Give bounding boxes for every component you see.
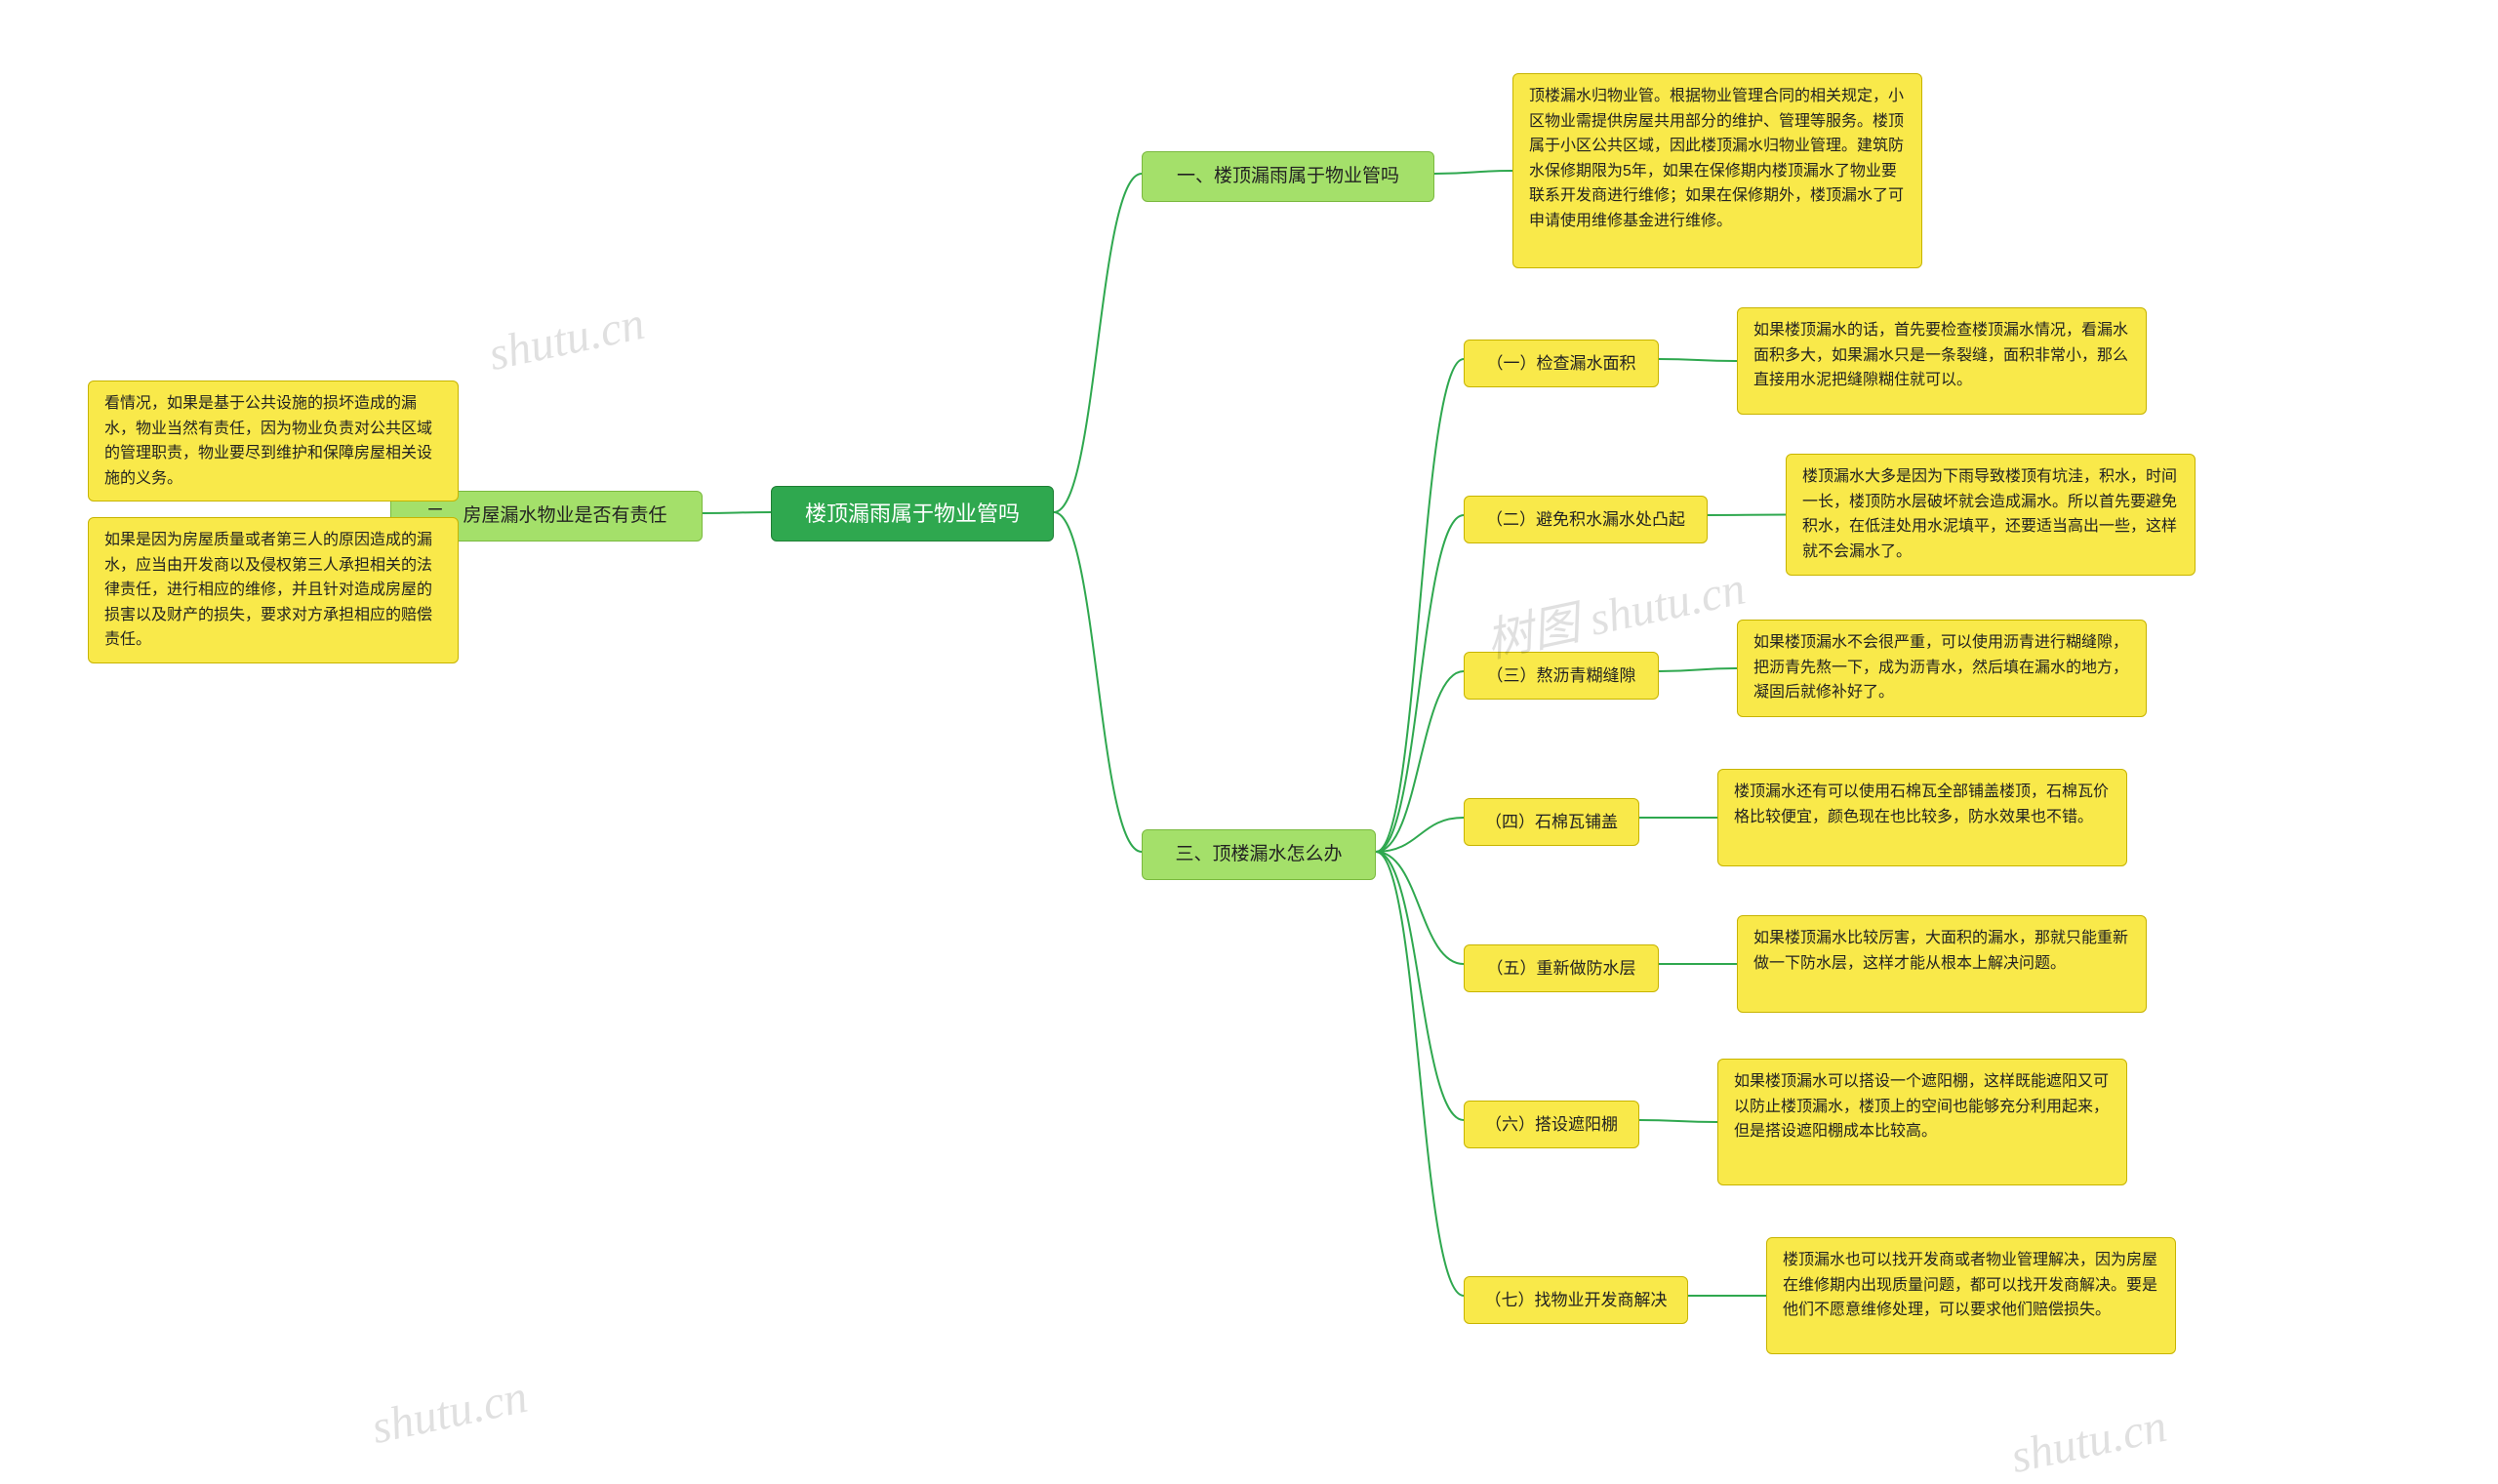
sub-s2[interactable]: （二）避免积水漏水处凸起: [1464, 496, 1708, 543]
root-node[interactable]: 楼顶漏雨属于物业管吗: [771, 486, 1054, 541]
leaf-s7[interactable]: 楼顶漏水也可以找开发商或者物业管理解决，因为房屋在维修期内出现质量问题，都可以找…: [1766, 1237, 2176, 1354]
leaf-s5[interactable]: 如果楼顶漏水比较厉害，大面积的漏水，那就只能重新做一下防水层，这样才能从根本上解…: [1737, 915, 2147, 1013]
watermark-3: shutu.cn: [2006, 1399, 2171, 1484]
leaf-s3[interactable]: 如果楼顶漏水不会很严重，可以使用沥青进行糊缝隙，把沥青先熬一下，成为沥青水，然后…: [1737, 620, 2147, 717]
mindmap-canvas: 楼顶漏雨属于物业管吗 一、楼顶漏雨属于物业管吗 顶楼漏水归物业管。根据物业管理合同的…: [0, 0, 2498, 1482]
leaf-b1-0[interactable]: 顶楼漏水归物业管。根据物业管理合同的相关规定，小区物业需提供房屋共用部分的维护、…: [1512, 73, 1922, 268]
leaf-s6[interactable]: 如果楼顶漏水可以搭设一个遮阳棚，这样既能遮阳又可以防止楼顶漏水，楼顶上的空间也能…: [1717, 1059, 2127, 1185]
sub-s1[interactable]: （一）检查漏水面积: [1464, 340, 1659, 387]
leaf-s2[interactable]: 楼顶漏水大多是因为下雨导致楼顶有坑洼，积水，时间一长，楼顶防水层破坏就会造成漏水…: [1786, 454, 2196, 576]
leaf-b2-1[interactable]: 如果是因为房屋质量或者第三人的原因造成的漏水，应当由开发商以及侵权第三人承担相关…: [88, 517, 459, 663]
sub-s6[interactable]: （六）搭设遮阳棚: [1464, 1101, 1639, 1148]
sub-s7[interactable]: （七）找物业开发商解决: [1464, 1276, 1688, 1324]
leaf-b2-0[interactable]: 看情况，如果是基于公共设施的损坏造成的漏水，物业当然有责任，因为物业负责对公共区…: [88, 381, 459, 501]
watermark-2: shutu.cn: [367, 1370, 532, 1455]
branch-b3[interactable]: 三、顶楼漏水怎么办: [1142, 829, 1376, 880]
watermark-0: shutu.cn: [484, 297, 649, 381]
sub-s5[interactable]: （五）重新做防水层: [1464, 944, 1659, 992]
leaf-s1[interactable]: 如果楼顶漏水的话，首先要检查楼顶漏水情况，看漏水面积多大，如果漏水只是一条裂缝，…: [1737, 307, 2147, 415]
sub-s4[interactable]: （四）石棉瓦铺盖: [1464, 798, 1639, 846]
branch-b1[interactable]: 一、楼顶漏雨属于物业管吗: [1142, 151, 1434, 202]
leaf-s4[interactable]: 楼顶漏水还有可以使用石棉瓦全部铺盖楼顶，石棉瓦价格比较便宜，颜色现在也比较多，防…: [1717, 769, 2127, 866]
sub-s3[interactable]: （三）熬沥青糊缝隙: [1464, 652, 1659, 700]
